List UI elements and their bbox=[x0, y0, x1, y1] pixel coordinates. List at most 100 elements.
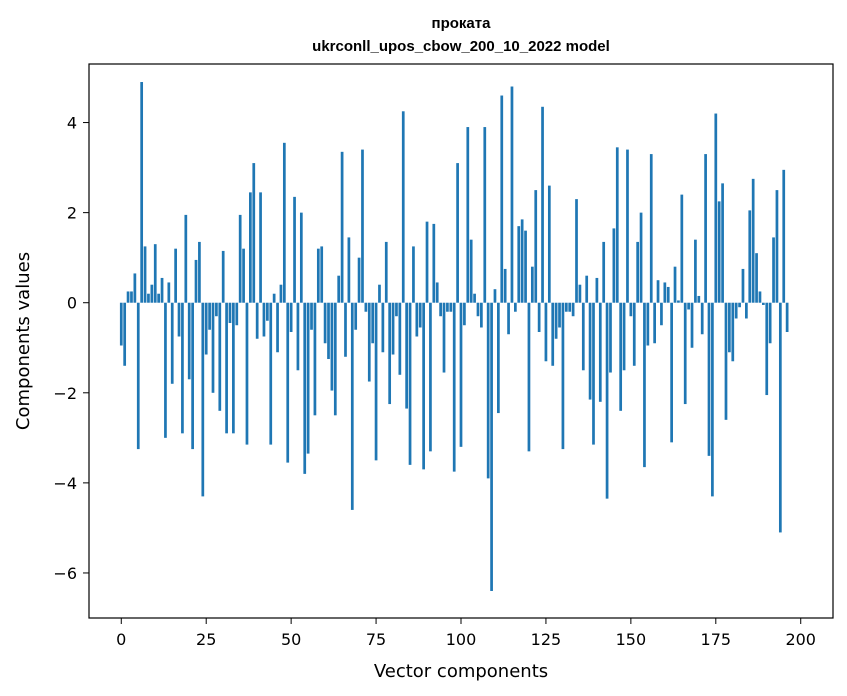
bar bbox=[619, 302, 623, 411]
bar bbox=[595, 277, 599, 303]
bar bbox=[313, 302, 317, 416]
bar bbox=[758, 291, 762, 303]
bar bbox=[395, 302, 398, 317]
bar bbox=[337, 275, 341, 303]
bar bbox=[711, 302, 714, 497]
bar bbox=[673, 266, 677, 303]
y-tick-label: 2 bbox=[67, 204, 77, 223]
bar bbox=[446, 302, 449, 312]
bar bbox=[340, 151, 344, 303]
bar bbox=[347, 237, 351, 303]
x-tick-label: 200 bbox=[785, 630, 816, 649]
bar bbox=[660, 302, 663, 326]
bar bbox=[534, 190, 538, 303]
bar bbox=[762, 302, 765, 305]
x-tick-label: 0 bbox=[116, 630, 126, 649]
bar bbox=[126, 291, 130, 303]
bar bbox=[289, 302, 293, 332]
bar bbox=[765, 302, 769, 396]
bar bbox=[575, 199, 578, 303]
bar bbox=[293, 196, 296, 303]
bar bbox=[530, 266, 534, 303]
bar bbox=[697, 295, 701, 303]
bar bbox=[568, 302, 572, 312]
bar bbox=[602, 241, 606, 303]
bar bbox=[361, 149, 364, 303]
bar bbox=[561, 302, 565, 450]
bar bbox=[238, 214, 242, 303]
y-axis-label: Components values bbox=[13, 252, 34, 430]
bar bbox=[649, 154, 653, 303]
bar bbox=[123, 302, 127, 366]
bar bbox=[768, 302, 772, 344]
bar bbox=[683, 302, 687, 405]
bar bbox=[232, 302, 235, 434]
bar bbox=[211, 302, 215, 393]
bar bbox=[473, 293, 476, 303]
bar bbox=[643, 302, 646, 468]
bar bbox=[357, 257, 361, 303]
bar bbox=[259, 192, 262, 303]
bar bbox=[167, 282, 171, 303]
bar bbox=[775, 190, 779, 303]
bar bbox=[605, 302, 609, 499]
bar bbox=[497, 302, 500, 414]
bar bbox=[510, 86, 514, 303]
bar bbox=[286, 302, 290, 463]
bar bbox=[157, 293, 160, 303]
bar bbox=[194, 259, 198, 303]
bar bbox=[734, 302, 738, 319]
bar bbox=[558, 302, 561, 328]
bar bbox=[354, 302, 358, 330]
bar bbox=[517, 226, 521, 303]
bar bbox=[150, 284, 154, 303]
bar bbox=[612, 228, 616, 303]
bar bbox=[153, 244, 157, 303]
bar bbox=[279, 284, 283, 303]
bar bbox=[615, 147, 619, 303]
bar bbox=[333, 302, 337, 416]
chart-title-line-1: прокатa bbox=[432, 15, 492, 32]
bar bbox=[398, 302, 402, 375]
bar bbox=[276, 302, 279, 353]
bar bbox=[456, 163, 459, 303]
bar bbox=[578, 284, 582, 303]
bar bbox=[327, 302, 330, 360]
bar bbox=[493, 289, 497, 303]
bar bbox=[609, 302, 612, 373]
bar bbox=[269, 302, 273, 445]
bar bbox=[272, 293, 276, 303]
bar bbox=[728, 302, 731, 353]
bar bbox=[639, 212, 643, 303]
bar-series bbox=[119, 82, 789, 591]
bar bbox=[252, 163, 256, 303]
bar bbox=[785, 302, 789, 332]
bar bbox=[653, 302, 656, 344]
bar bbox=[476, 302, 480, 317]
bar bbox=[218, 302, 222, 411]
bar bbox=[524, 230, 527, 303]
bar bbox=[500, 95, 504, 303]
bar bbox=[507, 302, 510, 335]
bar bbox=[541, 106, 544, 303]
bar bbox=[435, 282, 439, 303]
bar bbox=[514, 302, 517, 312]
bar bbox=[371, 302, 375, 344]
bar bbox=[181, 302, 184, 434]
bar bbox=[255, 302, 259, 339]
bar bbox=[724, 302, 728, 420]
y-tick-label: 4 bbox=[67, 114, 77, 133]
bar bbox=[187, 302, 191, 380]
chart-title-line-2: ukrconll_upos_cbow_200_10_2022 model bbox=[312, 38, 610, 55]
bar bbox=[778, 302, 782, 533]
bar bbox=[432, 223, 436, 303]
bar bbox=[717, 201, 721, 303]
bar bbox=[782, 169, 786, 303]
bar bbox=[381, 302, 385, 353]
bar bbox=[296, 302, 300, 371]
bar bbox=[636, 241, 640, 303]
bar bbox=[303, 302, 307, 474]
y-axis-ticks: −6 −4 −2 0 2 4 bbox=[53, 114, 89, 583]
bar bbox=[177, 302, 181, 337]
